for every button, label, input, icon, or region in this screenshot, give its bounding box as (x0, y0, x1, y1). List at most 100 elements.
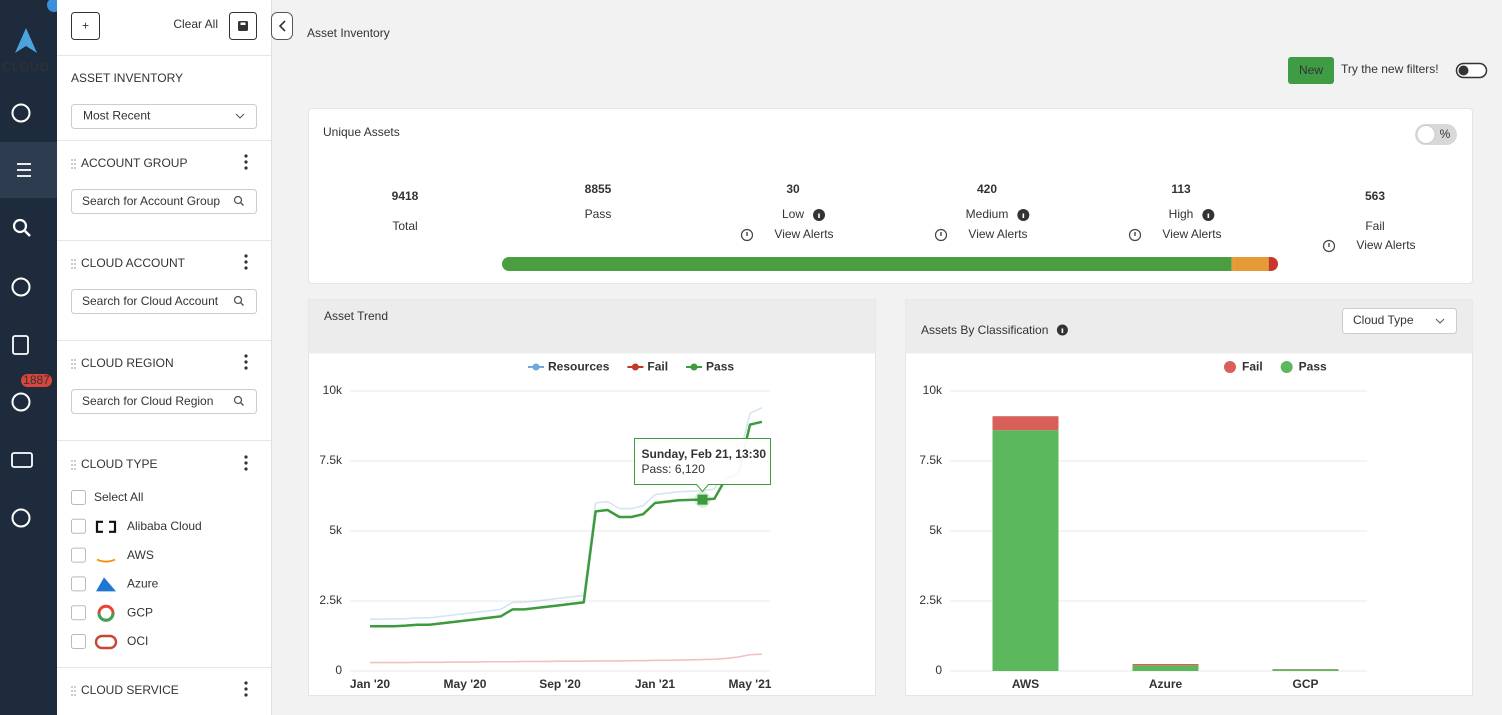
kebab-icon[interactable] (244, 160, 248, 164)
checkbox[interactable] (71, 490, 86, 505)
search-icon (240, 302, 244, 306)
nav-item[interactable] (11, 277, 31, 297)
sort-value: Most Recent (83, 109, 151, 123)
stat-label: Medium (966, 207, 1009, 221)
kebab-icon[interactable] (244, 693, 248, 697)
provider-logo (96, 558, 116, 563)
collapse-button[interactable] (271, 12, 293, 40)
search-input[interactable] (71, 389, 257, 414)
kebab-icon[interactable] (244, 455, 248, 459)
search-input[interactable] (71, 289, 257, 314)
checkbox[interactable] (71, 547, 86, 563)
grip (74, 259, 76, 261)
add-filter-button[interactable] (71, 12, 100, 40)
filter-section-title: CLOUD TYPE (81, 457, 157, 471)
checkbox[interactable] (71, 518, 86, 534)
nav-item[interactable] (12, 218, 31, 237)
search-placeholder: Search for Cloud Region (82, 394, 213, 408)
kebab-icon[interactable] (244, 154, 248, 158)
toggle-knob (1458, 65, 1469, 76)
grip (71, 460, 73, 462)
grip (71, 359, 73, 361)
nav-item[interactable] (11, 103, 31, 123)
bar-segment[interactable] (1132, 665, 1199, 671)
search-icon (233, 395, 243, 405)
grip (74, 359, 76, 361)
kebab-icon[interactable] (244, 260, 248, 264)
toggle-knob (1416, 125, 1436, 144)
legend-label[interactable]: Pass (1299, 360, 1327, 374)
kebab-icon[interactable] (244, 366, 248, 370)
filter-heading: ASSET INVENTORY (71, 71, 183, 85)
grip (74, 464, 76, 466)
view-alerts-link[interactable]: View Alerts (774, 227, 833, 241)
status-bar-segment (1231, 257, 1235, 271)
stat-value: 30 (786, 182, 800, 196)
chart-title: Asset Trend (324, 309, 388, 323)
grip (71, 159, 73, 161)
nav-rail (0, 0, 57, 715)
new-badge[interactable] (1288, 57, 1334, 84)
bar-segment[interactable] (1132, 664, 1199, 666)
legend-label[interactable]: Fail (647, 360, 668, 374)
kebab-icon[interactable] (244, 360, 248, 364)
kebab-icon[interactable] (244, 467, 248, 471)
nav-item[interactable] (11, 508, 31, 528)
kebab-icon[interactable] (244, 687, 248, 691)
info-icon-glyph (1022, 213, 1025, 218)
view-alerts-link[interactable]: View Alerts (1356, 238, 1415, 252)
y-tick-label: 5k (329, 523, 343, 537)
search-input[interactable] (71, 189, 257, 214)
checkbox[interactable] (71, 634, 86, 649)
bar-segment[interactable] (992, 416, 1059, 431)
nav-item[interactable] (11, 452, 33, 468)
legend-label[interactable]: Pass (706, 360, 734, 374)
x-tick-label: Jan '21 (635, 677, 676, 691)
stat-label: Fail (1365, 219, 1384, 233)
search-icon (233, 295, 243, 305)
cloud-type-option: Select All (94, 490, 143, 504)
view-alerts-link[interactable]: View Alerts (968, 227, 1027, 241)
kebab-icon[interactable] (244, 681, 248, 685)
nav-item[interactable] (12, 335, 29, 355)
grip (74, 367, 76, 369)
alert-badge (21, 374, 52, 387)
bar-segment[interactable] (992, 430, 1059, 671)
status-bar-segment (1268, 257, 1278, 271)
nav-item[interactable] (11, 392, 31, 412)
kebab-icon[interactable] (244, 254, 248, 258)
y-tick-label: 10k (323, 383, 343, 397)
nav-icon (12, 218, 28, 234)
search-icon (240, 402, 244, 406)
info-icon-glyph (818, 213, 820, 218)
legend-marker (690, 363, 698, 371)
dropdown[interactable] (1342, 308, 1457, 334)
grip (71, 694, 73, 696)
alert-badge-count: 1887 (23, 373, 50, 387)
stat-label: High (1169, 207, 1194, 221)
kebab-icon[interactable] (244, 166, 248, 170)
legend-label[interactable]: Fail (1242, 360, 1263, 374)
filter-section-title: CLOUD REGION (81, 356, 174, 370)
grip (71, 468, 73, 470)
grip (74, 159, 76, 161)
page-title: Asset Inventory (307, 26, 390, 40)
legend-label[interactable]: Resources (548, 360, 610, 374)
grip (74, 167, 76, 169)
dropdown-chevron (235, 113, 245, 119)
bar-segment[interactable] (1272, 669, 1339, 671)
checkbox[interactable] (71, 605, 86, 621)
provider-logo (95, 520, 117, 533)
kebab-icon[interactable] (244, 354, 248, 358)
sort-dropdown[interactable] (71, 104, 257, 129)
filter-section-title: ACCOUNT GROUP (81, 156, 187, 170)
view-alerts-link[interactable]: View Alerts (1162, 227, 1221, 241)
checkbox[interactable] (71, 576, 86, 592)
nav-item[interactable] (17, 163, 31, 177)
cloud-type-option: Alibaba Cloud (127, 519, 202, 533)
kebab-icon[interactable] (244, 266, 248, 270)
hover-marker (697, 494, 708, 505)
clear-all-link[interactable]: Clear All (173, 17, 218, 31)
x-tick-label: Jan '20 (350, 677, 391, 691)
kebab-icon[interactable] (244, 461, 248, 465)
